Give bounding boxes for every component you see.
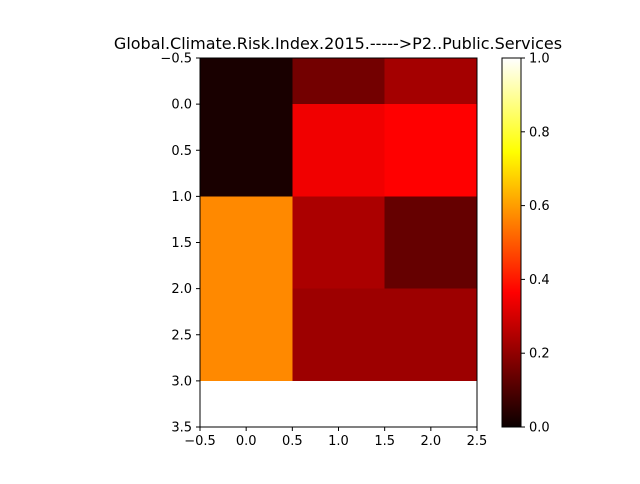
- colorbar-tick-label: 0.4: [529, 273, 550, 288]
- chart-title: Global.Climate.Risk.Index.2015.----->P2.…: [114, 34, 562, 53]
- x-tick-label: 2.5: [467, 434, 488, 449]
- heatmap-cell: [384, 104, 477, 197]
- heatmap-cell: [292, 104, 385, 197]
- y-tick-label: 3.5: [171, 421, 192, 436]
- colorbar: 0.0 0.2 0.4 0.6 0.8 1.0: [501, 52, 550, 436]
- y-tick-label: 3.0: [171, 374, 192, 389]
- y-tick-label: 1.0: [171, 190, 192, 205]
- x-tick-label: 0.0: [236, 434, 257, 449]
- colorbar-tick-label: 1.0: [529, 52, 550, 67]
- heatmap-cell: [384, 58, 477, 105]
- colorbar-tick-label: 0.0: [529, 421, 550, 436]
- x-tick-label: −0.5: [184, 434, 216, 449]
- heatmap-cell: [200, 58, 293, 197]
- y-tick-label: −0.5: [160, 52, 192, 67]
- colorbar-gradient: [501, 57, 522, 428]
- heatmap-cells: [200, 58, 477, 381]
- colorbar-tick-label: 0.2: [529, 347, 550, 362]
- x-tick-label: 1.0: [328, 434, 349, 449]
- colorbar-tick-label: 0.8: [529, 125, 550, 140]
- x-tick-label: 0.5: [282, 434, 303, 449]
- y-tick-label: 0.5: [171, 144, 192, 159]
- y-tick-label: 0.0: [171, 98, 192, 113]
- y-tick-label: 2.5: [171, 328, 192, 343]
- x-tick-label: 2.0: [420, 434, 441, 449]
- heatmap-cell: [384, 196, 477, 289]
- y-tick-label: 2.0: [171, 282, 192, 297]
- y-tick-label: 1.5: [171, 236, 192, 251]
- heatmap-cell: [384, 288, 477, 381]
- heatmap-cell: [292, 196, 385, 289]
- heatmap-cell: [292, 58, 385, 105]
- heatmap-cell: [292, 288, 385, 381]
- x-tick-label: 1.5: [374, 434, 395, 449]
- axes: −0.5 0.0 0.5 1.0 1.5 2.0 2.5 −0.5 0.0 0.5 1.0 1.5 2.…: [160, 52, 487, 450]
- colorbar-tick-label: 0.6: [529, 199, 550, 214]
- heatmap-cell: [200, 196, 293, 381]
